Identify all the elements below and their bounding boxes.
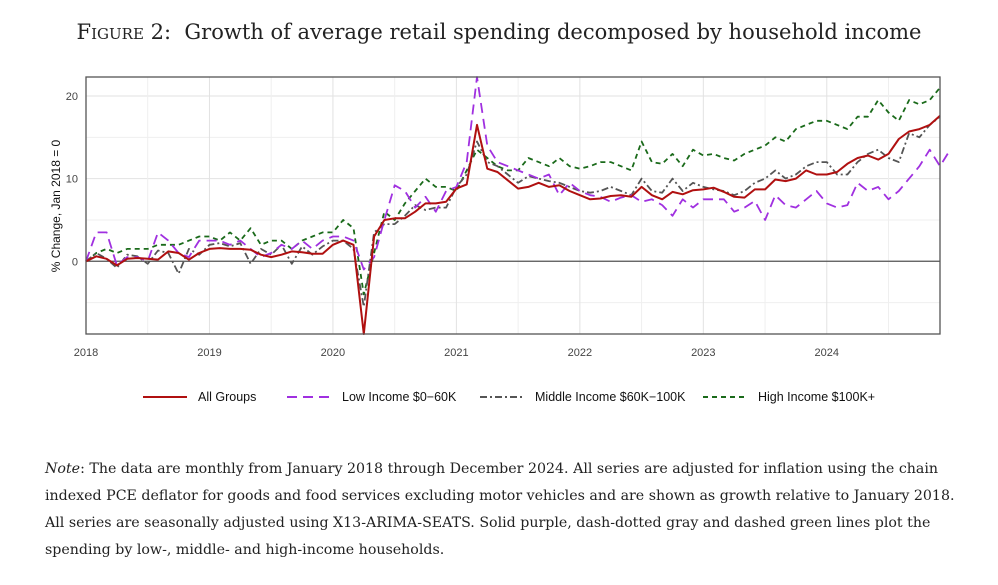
x-tick-label: 2020 <box>321 347 345 359</box>
x-tick-label: 2024 <box>815 347 839 359</box>
figure-note: Note: The data are monthly from January … <box>45 456 955 564</box>
series-lines <box>85 76 951 335</box>
figure-label: Figure 2: <box>76 20 172 44</box>
x-tick-label: 2023 <box>691 347 715 359</box>
legend-label: Middle Income $60K−100K <box>535 390 686 404</box>
line-chart: 2018 2019 2020 2021 2022 2023 2024 0 10 20 % Cha… <box>49 76 951 404</box>
y-tick-label: 0 <box>72 256 78 268</box>
x-tick-label: 2018 <box>74 347 98 359</box>
legend-label: High Income $100K+ <box>758 390 875 404</box>
note-label: Note <box>45 461 81 477</box>
x-axis: 2018 2019 2020 2021 2022 2023 2024 <box>74 347 839 359</box>
x-tick-label: 2019 <box>197 347 221 359</box>
y-axis-label: % Change, Jan 2018 = 0 <box>49 139 63 272</box>
y-tick-label: 10 <box>66 174 78 186</box>
legend: All Groups Low Income $0−60K Middle Income… <box>143 390 875 404</box>
x-tick-label: 2021 <box>444 347 468 359</box>
figure-title: Figure 2: Growth of average retail spend… <box>0 20 998 44</box>
legend-label: All Groups <box>198 390 256 404</box>
grid <box>85 77 940 334</box>
y-axis: 0 10 20 <box>66 91 78 268</box>
series-line-3 <box>85 87 941 296</box>
series-line-0 <box>85 115 941 335</box>
note-text: : The data are monthly from January 2018… <box>45 461 955 558</box>
plot-border <box>85 76 941 335</box>
figure-title-text: Growth of average retail spending decomp… <box>184 20 922 44</box>
series-line-1 <box>85 76 951 271</box>
y-tick-label: 20 <box>66 91 78 103</box>
series-line-2 <box>85 115 941 308</box>
x-tick-label: 2022 <box>568 347 592 359</box>
legend-label: Low Income $0−60K <box>342 390 457 404</box>
